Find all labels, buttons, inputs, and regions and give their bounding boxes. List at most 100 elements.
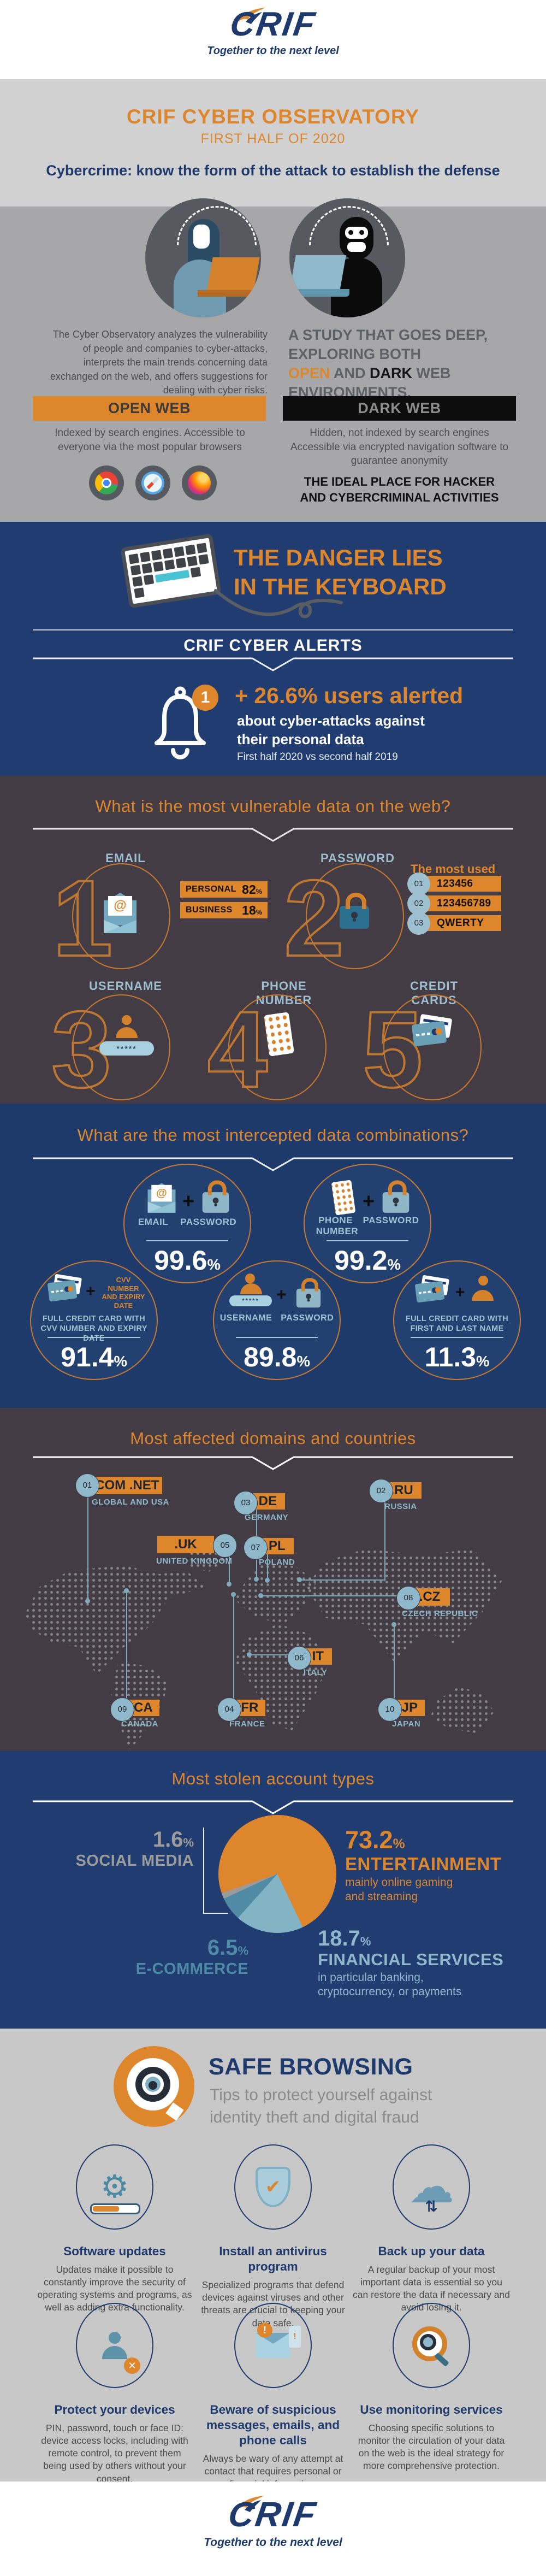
study-headline-line1: A STUDY THAT GOES DEEP, xyxy=(288,327,488,343)
financial-desc-line2: cryptocurrency, or payments xyxy=(318,1985,462,1999)
domain-country: GLOBAL AND USA xyxy=(92,1498,169,1507)
combo-label: FULL CREDIT CARD WITH FIRST AND LAST NAM… xyxy=(405,1314,509,1334)
bar-value: 18% xyxy=(242,903,262,917)
username-ring xyxy=(72,994,170,1100)
safe-subtitle: Tips to protect yourself against identit… xyxy=(210,2084,472,2129)
phone-alert-icon: ! xyxy=(289,2326,301,2348)
dark-web-note: THE IDEAL PLACE FOR HACKER AND CYBERCRIM… xyxy=(286,474,513,505)
ecommerce-label: E-COMMERCE xyxy=(135,1960,248,1978)
danger-line1: THE DANGER LIES xyxy=(234,545,443,570)
combo-email-password: @ + EMAIL PASSWORD 99.6% xyxy=(123,1164,251,1283)
alert-description: about cyber-attacks against their person… xyxy=(237,712,425,749)
username-password-pill: ***** xyxy=(99,1041,154,1056)
alerts-section: THE DANGER LIES IN THE KEYBOARD CRIF CYB… xyxy=(0,522,546,776)
study-section: The Cyber Observatory analyzes the vulne… xyxy=(0,198,546,522)
domain-rank: 04 xyxy=(217,1697,241,1722)
study-headline: A STUDY THAT GOES DEEP, EXPLORING BOTH O… xyxy=(288,326,509,402)
credit-ring xyxy=(383,994,482,1100)
username-label: USERNAME xyxy=(89,979,162,993)
credit-cards-icon xyxy=(47,1274,83,1302)
danger-title: THE DANGER LIES IN THE KEYBOARD xyxy=(234,544,496,601)
suspicious-messages-ring: ! ! xyxy=(234,2303,312,2388)
dark-web-note-line2: AND CYBERCRIMINAL ACTIVITIES xyxy=(300,490,499,504)
study-headline-line3: OPEN AND DARK WEB xyxy=(288,364,509,383)
brand-tagline: Together to the next level xyxy=(207,45,339,57)
financial-desc: in particular banking, cryptocurrency, o… xyxy=(318,1971,461,2000)
open-web-banner: OPEN WEB xyxy=(33,396,266,421)
divider xyxy=(33,629,513,630)
alert-desc-line2: their personal data xyxy=(237,730,364,747)
financial-label: FINANCIAL SERVICES xyxy=(318,1950,504,1969)
dark-web-description: Hidden, not indexed by search engines Ac… xyxy=(290,427,509,467)
entertainment-desc-line1: mainly online gaming xyxy=(345,1876,453,1889)
alert-badge-icon: ! xyxy=(257,2322,272,2338)
domains-title: Most affected domains and countries xyxy=(130,1429,416,1448)
check-icon: ✔ xyxy=(265,2177,281,2197)
plus-sign: + xyxy=(455,1283,465,1301)
safe-browsing-eye-icon xyxy=(114,2046,194,2127)
entertainment-desc: mainly online gaming and streaming xyxy=(345,1876,453,1905)
bell-icon xyxy=(155,686,206,759)
domain-rank: 08 xyxy=(396,1586,420,1610)
social-callout-line xyxy=(203,1913,228,1914)
notched-divider xyxy=(33,657,513,671)
domain-tld: .COM .NET xyxy=(88,1477,162,1494)
tip-title: Use monitoring services xyxy=(360,2403,503,2416)
crif-swoosh-icon xyxy=(229,2496,264,2514)
tip-monitoring: Use monitoring services Choosing specifi… xyxy=(349,2303,513,2473)
at-glyph: @ xyxy=(108,896,132,916)
page-title: CRIF CYBER OBSERVATORY xyxy=(127,105,419,128)
protect-devices-ring: ✕ xyxy=(76,2303,153,2388)
domain-country: POLAND xyxy=(259,1558,295,1567)
password-lock-icon xyxy=(340,893,369,929)
alerts-title: CRIF CYBER ALERTS xyxy=(183,636,363,655)
person-icon xyxy=(240,1274,262,1294)
domain-rank: 01 xyxy=(75,1473,99,1498)
plus-sign: + xyxy=(86,1282,96,1300)
domain-country: CZECH REPUBLIC xyxy=(402,1609,478,1618)
alert-desc-line1: about cyber-attacks against xyxy=(237,712,425,729)
crif-logo: CRIF Together to the next level xyxy=(0,5,546,57)
crif-swoosh-icon xyxy=(230,8,265,26)
pw-most-used-3: QWERTY xyxy=(420,915,501,931)
financial-desc-line1: in particular banking, xyxy=(318,1971,424,1984)
backup-ring: ☁ ⇅ xyxy=(393,2144,470,2230)
domain-rank: 02 xyxy=(369,1479,393,1503)
brand-text: CRIF xyxy=(226,2495,320,2534)
at-glyph: @ xyxy=(151,1184,172,1202)
combo-value: 91.4% xyxy=(61,1342,127,1372)
tip-desc: Choosing specific solutions to monitor t… xyxy=(358,2422,505,2472)
domain-rank: 03 xyxy=(234,1491,258,1515)
password-pill: ***** xyxy=(229,1295,272,1306)
phone-ring xyxy=(228,994,327,1100)
alert-count-badge: 1 xyxy=(192,685,218,711)
combos-title: What are the most intercepted data combi… xyxy=(77,1125,469,1145)
tip-title: Beware of suspicious messages, emails, a… xyxy=(206,2403,340,2448)
tip-desc: PIN, password, touch or face ID: device … xyxy=(41,2422,188,2484)
footer-section: CRIF Together to the next level xyxy=(0,2481,546,2576)
observatory-description: The Cyber Observatory analyzes the vulne… xyxy=(50,329,268,396)
keyboard-cable xyxy=(214,589,343,618)
email-personal-bar: PERSONAL 82% xyxy=(180,881,268,898)
password-ring xyxy=(306,863,404,969)
combo-label: USERNAME xyxy=(219,1313,272,1323)
intro-section: CRIF CYBER OBSERVATORY FIRST HALF OF 202… xyxy=(0,79,546,207)
crif-footer-logo: CRIF Together to the next level xyxy=(0,2495,546,2549)
combo-value: 89.8% xyxy=(244,1342,310,1372)
brand-tagline: Together to the next level xyxy=(204,2536,342,2549)
ecommerce-value: 6.5% xyxy=(207,1936,248,1960)
alert-stat: + 26.6% users alerted xyxy=(235,683,464,708)
tip-backup: ☁ ⇅ Back up your data A regular backup o… xyxy=(349,2144,513,2314)
dark-word: DARK xyxy=(370,365,413,382)
tip-desc: A regular backup of your most important … xyxy=(353,2264,510,2313)
lock-icon xyxy=(296,1278,321,1308)
email-envelope-icon: @ xyxy=(147,1183,176,1213)
email-ring xyxy=(72,863,170,969)
tip-software-updates: ⚙ Software updates Updates make it possi… xyxy=(33,2144,197,2314)
header-section: CRIF Together to the next level xyxy=(0,0,546,79)
plus-sign: + xyxy=(276,1284,287,1304)
domain-country: ITALY xyxy=(304,1668,328,1677)
combo-phone-password: + PHONE NUMBER PASSWORD 99.2% xyxy=(304,1164,431,1283)
tip-antivirus: ✔ Install an antivirus program Specializ… xyxy=(191,2144,355,2330)
